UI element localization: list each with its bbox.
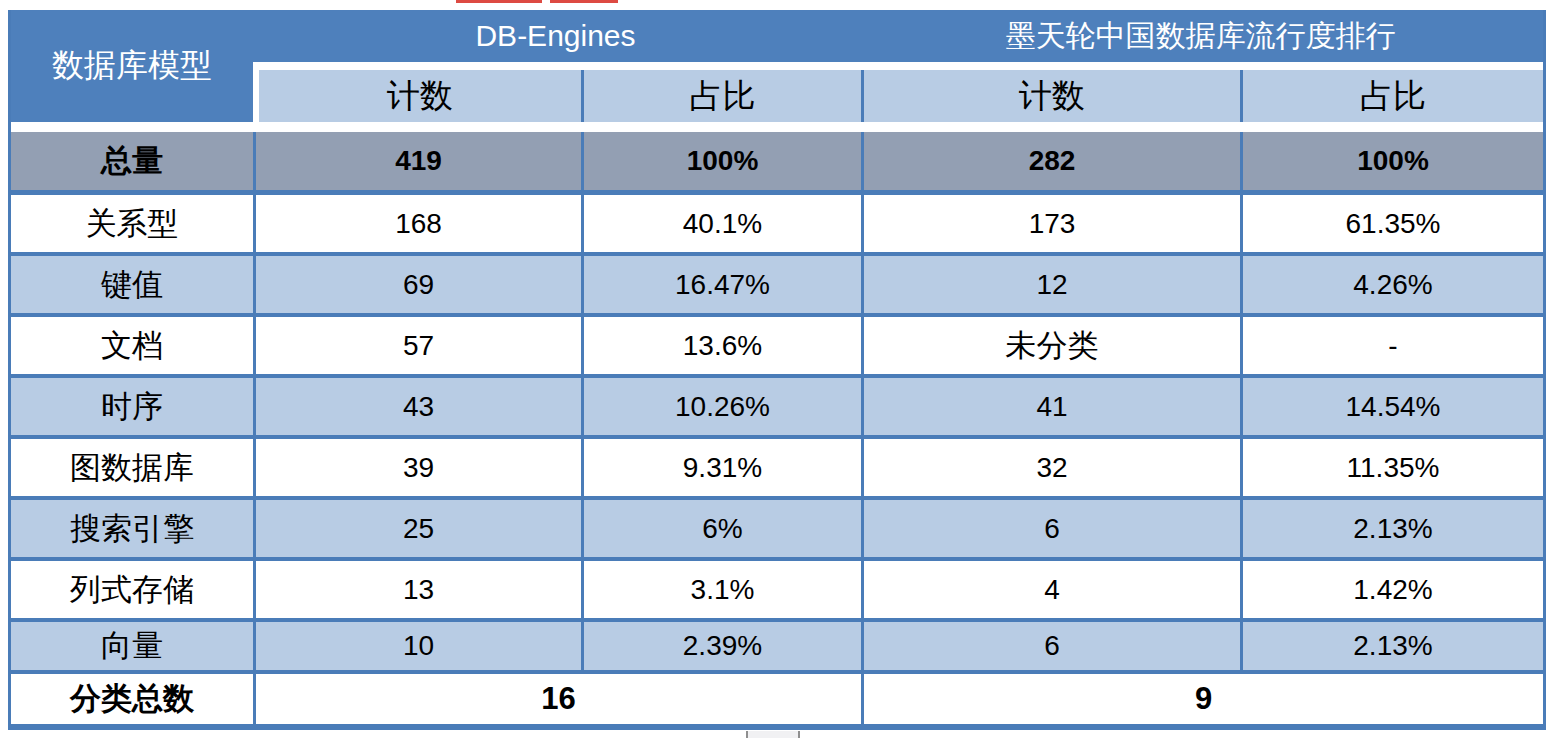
- cell-value: 4: [864, 561, 1240, 618]
- table-row: 列式存储 13 3.1% 4 1.42%: [11, 561, 1543, 618]
- cell-value: 61.35%: [1243, 195, 1543, 252]
- sub-header-share-mtl: 占比: [1243, 70, 1543, 122]
- cell-value: 1.42%: [1243, 561, 1543, 618]
- table-row: 向量 10 2.39% 6 2.13%: [11, 622, 1543, 670]
- cell-value: 9.31%: [584, 439, 861, 496]
- row-label: 键值: [11, 256, 253, 313]
- cell-value: 2.13%: [1243, 622, 1543, 670]
- table-row: 键值 69 16.47% 12 4.26%: [11, 256, 1543, 313]
- footer-row: 分类总数 16 9: [11, 674, 1543, 724]
- sub-header-count-db: 计数: [259, 70, 581, 122]
- cell-value: 57: [256, 317, 581, 374]
- header-body-separator: [11, 122, 1543, 132]
- footer-row-label: 分类总数: [11, 674, 253, 724]
- row-label: 搜索引擎: [11, 500, 253, 557]
- cell-value: 39: [256, 439, 581, 496]
- table-row: 搜索引擎 25 6% 6 2.13%: [11, 500, 1543, 557]
- row-label: 时序: [11, 378, 253, 435]
- cell-value: 100%: [1243, 132, 1543, 190]
- cell-value: 10.26%: [584, 378, 861, 435]
- cell-value: 6%: [584, 500, 861, 557]
- cell-value: 6: [864, 500, 1240, 557]
- screenshot-stage: 数据库模型 DB-Engines 墨天轮中国数据库流行度排行 计数 占比 计数 …: [0, 0, 1547, 738]
- cell-value: 未分类: [864, 317, 1240, 374]
- cell-value: 282: [864, 132, 1240, 190]
- cell-value: 100%: [584, 132, 861, 190]
- group-header-motianlun: 墨天轮中国数据库流行度排行: [858, 10, 1543, 62]
- cell-value: 6: [864, 622, 1240, 670]
- cell-value: 13.6%: [584, 317, 861, 374]
- cell-value: 419: [256, 132, 581, 190]
- red-line-artifact: [550, 0, 618, 3]
- cell-value: 40.1%: [584, 195, 861, 252]
- row-label: 图数据库: [11, 439, 253, 496]
- cell-value: 25: [256, 500, 581, 557]
- sub-header-share-db: 占比: [584, 70, 861, 122]
- cell-value: 168: [256, 195, 581, 252]
- cell-value: 43: [256, 378, 581, 435]
- comparison-table: 数据库模型 DB-Engines 墨天轮中国数据库流行度排行 计数 占比 计数 …: [8, 10, 1546, 730]
- row-label: 文档: [11, 317, 253, 374]
- cell-value: 32: [864, 439, 1240, 496]
- cell-value: 10: [256, 622, 581, 670]
- red-line-artifact: [456, 0, 542, 3]
- group-header-db-engines: DB-Engines: [253, 10, 858, 62]
- cell-value: -: [1243, 317, 1543, 374]
- corner-header-cell: 数据库模型: [11, 10, 253, 122]
- footer-motianlun-category-total: 9: [864, 674, 1543, 724]
- cell-value: 173: [864, 195, 1240, 252]
- cell-value: 13: [256, 561, 581, 618]
- cell-value: 12: [864, 256, 1240, 313]
- row-label: 向量: [11, 622, 253, 670]
- table-row: 时序 43 10.26% 41 14.54%: [11, 378, 1543, 435]
- cell-value: 16.47%: [584, 256, 861, 313]
- row-label: 总量: [11, 132, 253, 190]
- cell-value: 4.26%: [1243, 256, 1543, 313]
- cell-value: 11.35%: [1243, 439, 1543, 496]
- corner-header-label: 数据库模型: [52, 44, 212, 88]
- cell-value: 3.1%: [584, 561, 861, 618]
- table-row: 关系型 168 40.1% 173 61.35%: [11, 195, 1543, 252]
- row-label: 列式存储: [11, 561, 253, 618]
- sub-header-count-mtl: 计数: [864, 70, 1240, 122]
- total-row: 总量 419 100% 282 100%: [11, 132, 1543, 190]
- cell-value: 2.39%: [584, 622, 861, 670]
- row-label: 关系型: [11, 195, 253, 252]
- cell-value: 2.13%: [1243, 500, 1543, 557]
- cell-value: 41: [864, 378, 1240, 435]
- table-row: 文档 57 13.6% 未分类 -: [11, 317, 1543, 374]
- footer-db-engines-category-total: 16: [256, 674, 861, 724]
- table-row: 图数据库 39 9.31% 32 11.35%: [11, 439, 1543, 496]
- horizontal-scrollbar-thumb[interactable]: [746, 731, 800, 738]
- cell-value: 69: [256, 256, 581, 313]
- cell-value: 14.54%: [1243, 378, 1543, 435]
